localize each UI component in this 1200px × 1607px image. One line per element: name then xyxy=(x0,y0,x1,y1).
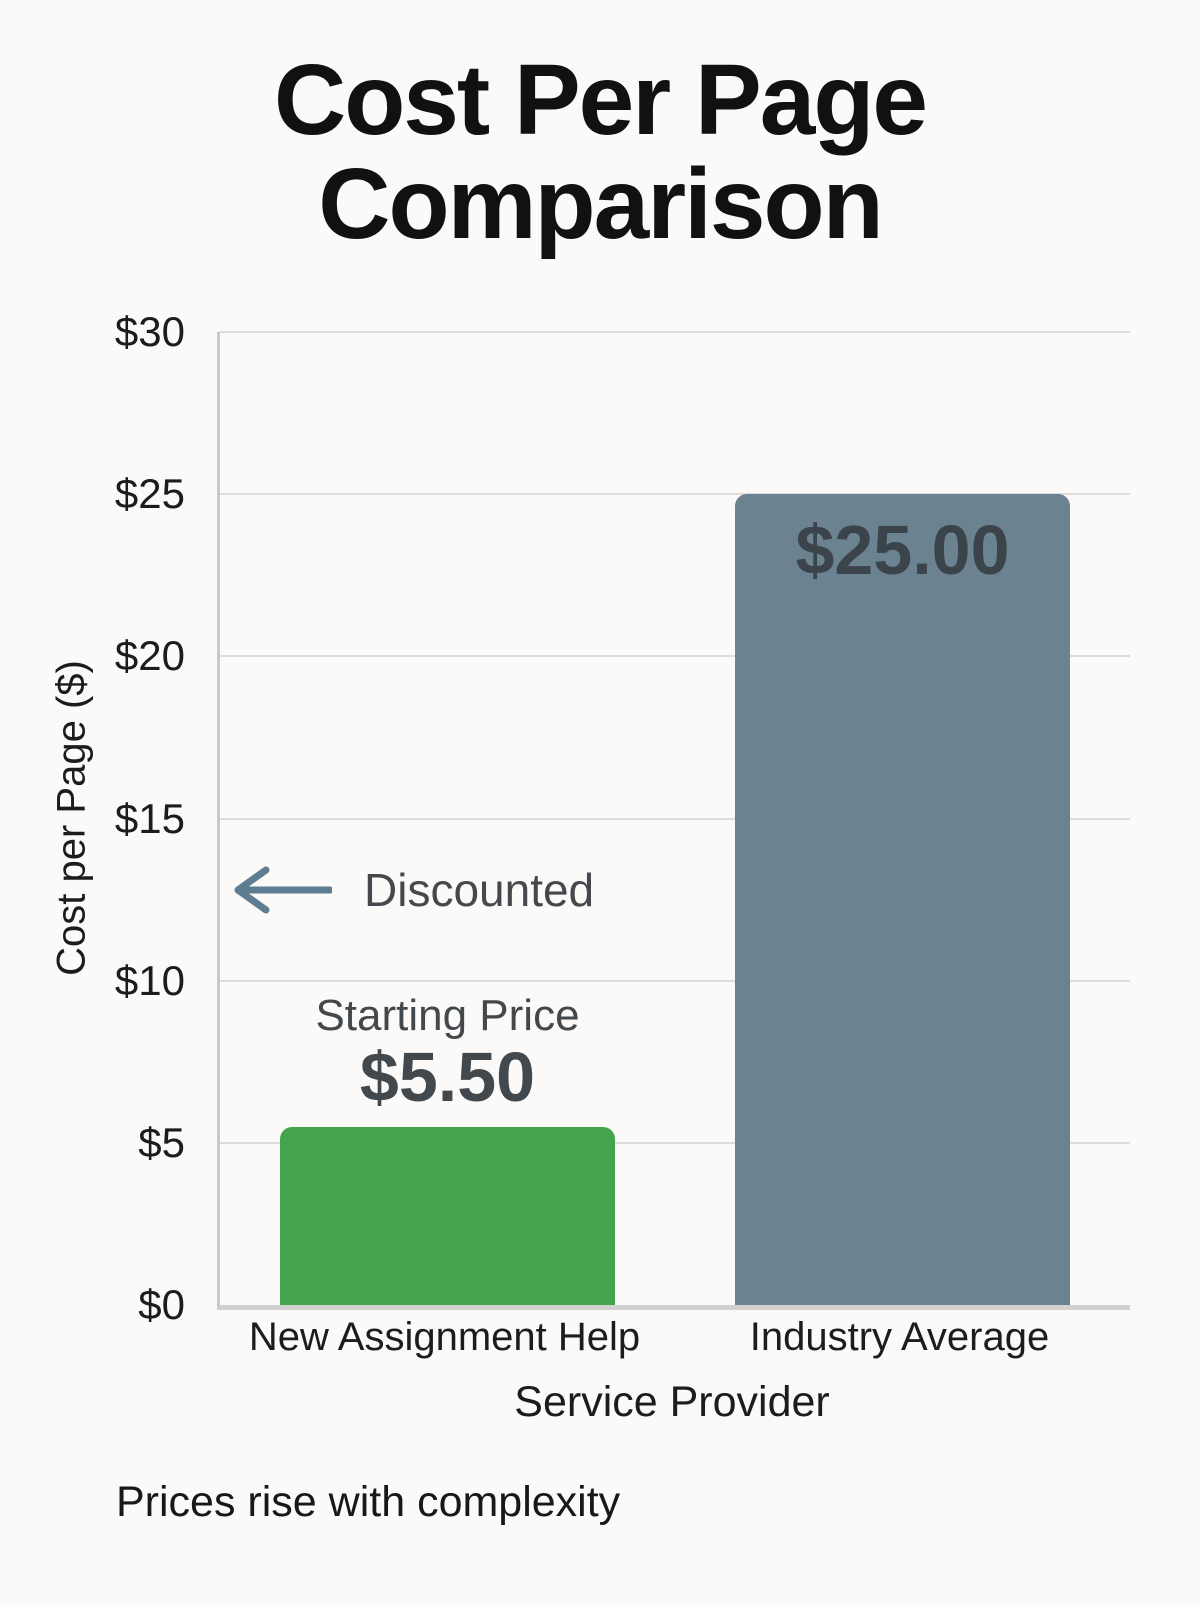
bar-0 xyxy=(280,1126,615,1305)
chart-title-line-2: Comparison xyxy=(318,148,883,260)
footer-note: Prices rise with complexity xyxy=(116,1478,621,1526)
plot-area: Discounted Starting Price $5.50 $25.00 xyxy=(217,331,1130,1310)
y-tick-label: $25 xyxy=(114,470,185,518)
y-tick-label: $0 xyxy=(138,1281,185,1328)
y-tick-label: $10 xyxy=(114,956,185,1004)
starting-price-caption: Starting Price xyxy=(315,990,580,1040)
y-tick-label: $5 xyxy=(138,1118,185,1166)
y-tick-label: $15 xyxy=(114,794,185,842)
gridline-15 xyxy=(220,817,1130,820)
y-tick-label: $30 xyxy=(114,308,185,355)
left-arrow-icon xyxy=(234,866,332,914)
gridline-25 xyxy=(220,493,1130,496)
discounted-annotation: Discounted xyxy=(226,863,594,917)
industry-average-value: $25.00 xyxy=(795,511,1010,590)
starting-price-value: $5.50 xyxy=(359,1038,536,1117)
chart-title-line-1: Cost Per Page xyxy=(273,44,928,156)
starting-price-annotation: Starting Price $5.50 xyxy=(315,991,579,1115)
gridline-30 xyxy=(220,331,1130,333)
chart-title: Cost Per Page Comparison xyxy=(0,48,1200,256)
x-tick-label-1: Industry Average xyxy=(749,1315,1050,1359)
y-tick-label: $20 xyxy=(114,632,185,680)
bar-1 xyxy=(735,494,1070,1305)
gridline-5 xyxy=(220,1141,1130,1144)
gridline-20 xyxy=(220,655,1130,658)
x-tick-label-0: New Assignment Help xyxy=(248,1315,641,1359)
x-axis-title: Service Provider xyxy=(514,1378,830,1426)
gridline-10 xyxy=(220,979,1130,982)
discounted-label: Discounted xyxy=(364,863,595,916)
